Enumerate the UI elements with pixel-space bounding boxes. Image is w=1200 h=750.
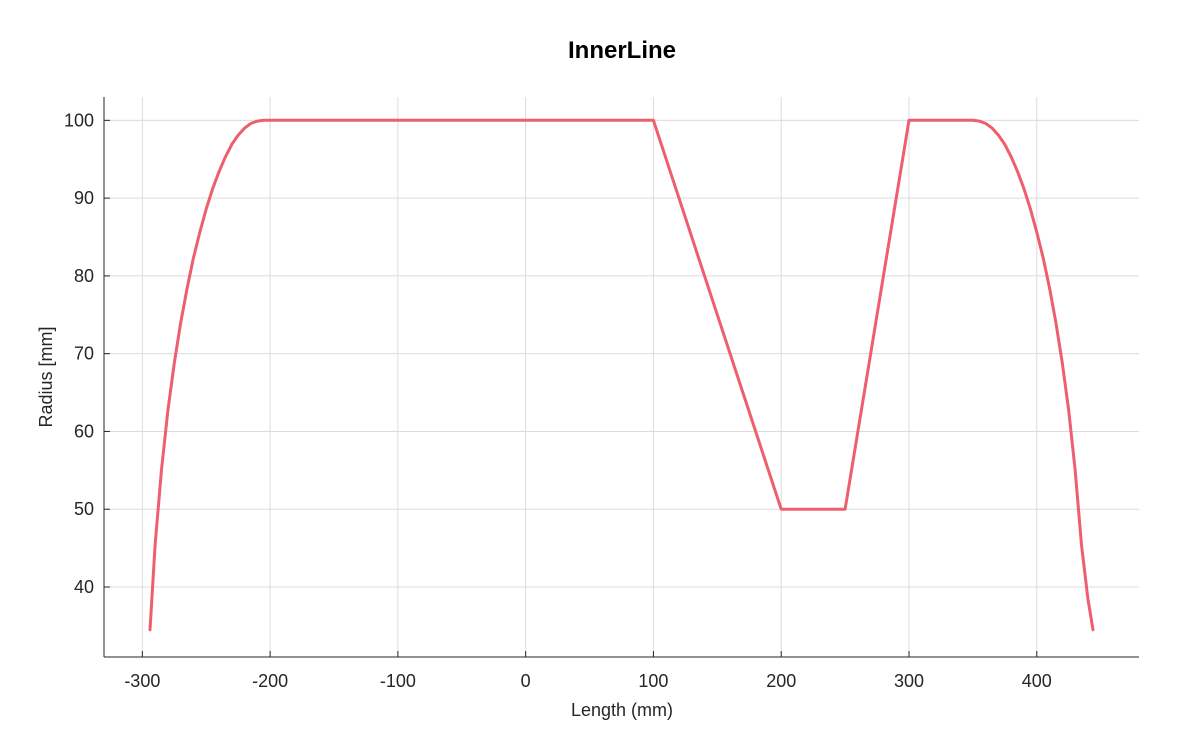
chart-title: InnerLine bbox=[568, 37, 676, 64]
x-tick-label: 400 bbox=[1022, 671, 1052, 691]
y-tick-label: 80 bbox=[74, 266, 94, 286]
x-tick-label: -300 bbox=[124, 671, 160, 691]
x-tick-label: 0 bbox=[521, 671, 531, 691]
x-axis-label: Length (mm) bbox=[571, 700, 673, 720]
x-tick-label: 300 bbox=[894, 671, 924, 691]
y-tick-label: 90 bbox=[74, 188, 94, 208]
x-tick-label: 100 bbox=[638, 671, 668, 691]
series-line bbox=[148, 118, 1095, 632]
y-tick-label: 50 bbox=[74, 499, 94, 519]
y-tick-label: 60 bbox=[74, 421, 94, 441]
y-axis-label: Radius [mm] bbox=[36, 326, 56, 427]
axes bbox=[103, 97, 1139, 658]
y-tick-label: 40 bbox=[74, 577, 94, 597]
x-tick-label: -200 bbox=[252, 671, 288, 691]
grid bbox=[104, 97, 1139, 657]
series-layer bbox=[148, 118, 1095, 632]
x-tick-label: 200 bbox=[766, 671, 796, 691]
tick-labels: -300 -200 -100 0 100 200 300 400 40 50 60 70 80 90 100 bbox=[64, 110, 1052, 691]
y-tick-label: 100 bbox=[64, 110, 94, 130]
y-tick-label: 70 bbox=[74, 344, 94, 364]
x-tick-label: -100 bbox=[380, 671, 416, 691]
